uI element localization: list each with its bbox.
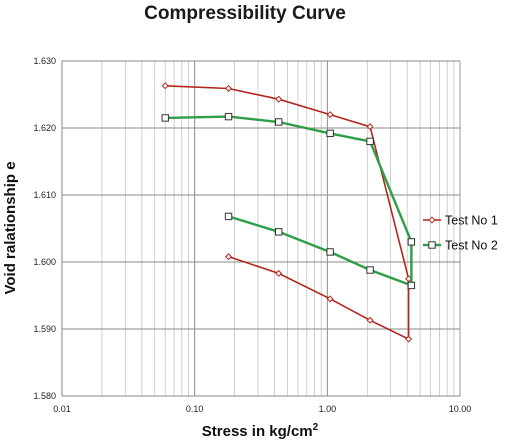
y-tick-label: 1.630 — [33, 56, 56, 66]
legend-marker — [428, 241, 436, 249]
legend-label: Test No 1 — [445, 214, 498, 228]
data-point — [275, 95, 283, 103]
data-point — [161, 82, 169, 90]
data-point — [326, 248, 334, 256]
data-point — [224, 112, 233, 121]
legend: Test No 1 Test No 2 — [423, 214, 498, 253]
legend-marker — [428, 216, 436, 224]
x-tick-label: 0.10 — [186, 404, 204, 414]
data-series — [161, 82, 416, 343]
y-tick-label: 1.620 — [33, 123, 56, 133]
data-point — [275, 228, 283, 236]
data-point — [326, 295, 334, 303]
legend-item: Test No 2 — [423, 239, 498, 253]
tick-labels: 0.01 0.10 1.00 10.00 1.580 1.590 1.600 1.610 1.6… — [33, 56, 471, 414]
x-axis-label-text: Stress in kg/cm — [202, 423, 313, 440]
data-point — [225, 253, 233, 261]
plot-area — [61, 60, 461, 397]
legend-item: Test No 1 — [423, 214, 498, 228]
legend-label: Test No 2 — [445, 239, 498, 253]
data-point — [407, 238, 416, 246]
x-tick-label: 10.00 — [449, 404, 472, 414]
y-tick-label: 1.610 — [33, 190, 56, 200]
series-1 — [161, 82, 413, 343]
x-tick-label: 0.01 — [53, 404, 71, 414]
data-point — [366, 137, 374, 146]
x-tick-label: 1.00 — [319, 404, 337, 414]
data-point — [161, 114, 169, 122]
series-2 — [161, 112, 416, 290]
data-point — [224, 212, 233, 221]
y-axis-label: Void ralationship e — [2, 161, 19, 294]
data-point — [326, 111, 334, 119]
x-axis-label-superscript: 2 — [313, 422, 319, 433]
y-tick-label: 1.580 — [33, 391, 56, 401]
data-point — [366, 266, 374, 274]
data-point — [405, 335, 413, 343]
data-point — [407, 281, 416, 290]
x-axis-label: Stress in kg/cm2 — [202, 422, 319, 440]
y-tick-label: 1.590 — [33, 324, 56, 334]
data-point — [366, 316, 374, 324]
chart-title: Compressibility Curve — [144, 3, 346, 24]
y-tick-label: 1.600 — [33, 257, 56, 267]
data-point — [275, 118, 283, 126]
data-point — [225, 84, 233, 92]
data-point — [366, 123, 374, 131]
data-point — [326, 129, 334, 138]
data-point — [275, 269, 283, 277]
